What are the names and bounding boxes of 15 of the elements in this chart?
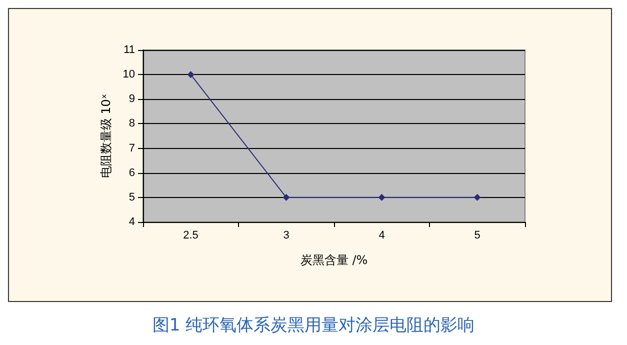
- x-tick-label: 4: [378, 230, 385, 242]
- y-tick-label: 7: [128, 142, 135, 154]
- x-axis-title: 炭黑含量 /%: [300, 253, 368, 267]
- y-tick-label: 8: [128, 118, 135, 130]
- y-tick-label: 9: [128, 93, 135, 106]
- x-tick-label: 2.5: [183, 230, 198, 242]
- x-tick-label: 3: [283, 230, 290, 242]
- text: 图1 纯环氧体系炭黑用量对涂层电阻的影响: [152, 316, 475, 336]
- y-tick-label: 10: [122, 68, 135, 81]
- y-axis-title: 电阻数量级 10ˣ: [98, 94, 113, 178]
- y-tick-label: 5: [128, 191, 135, 204]
- x-tick-label: 5: [474, 230, 480, 242]
- y-tick-label: 11: [124, 44, 135, 56]
- y-tick-label: 6: [128, 166, 135, 179]
- y-tick-label: 4: [128, 216, 135, 228]
